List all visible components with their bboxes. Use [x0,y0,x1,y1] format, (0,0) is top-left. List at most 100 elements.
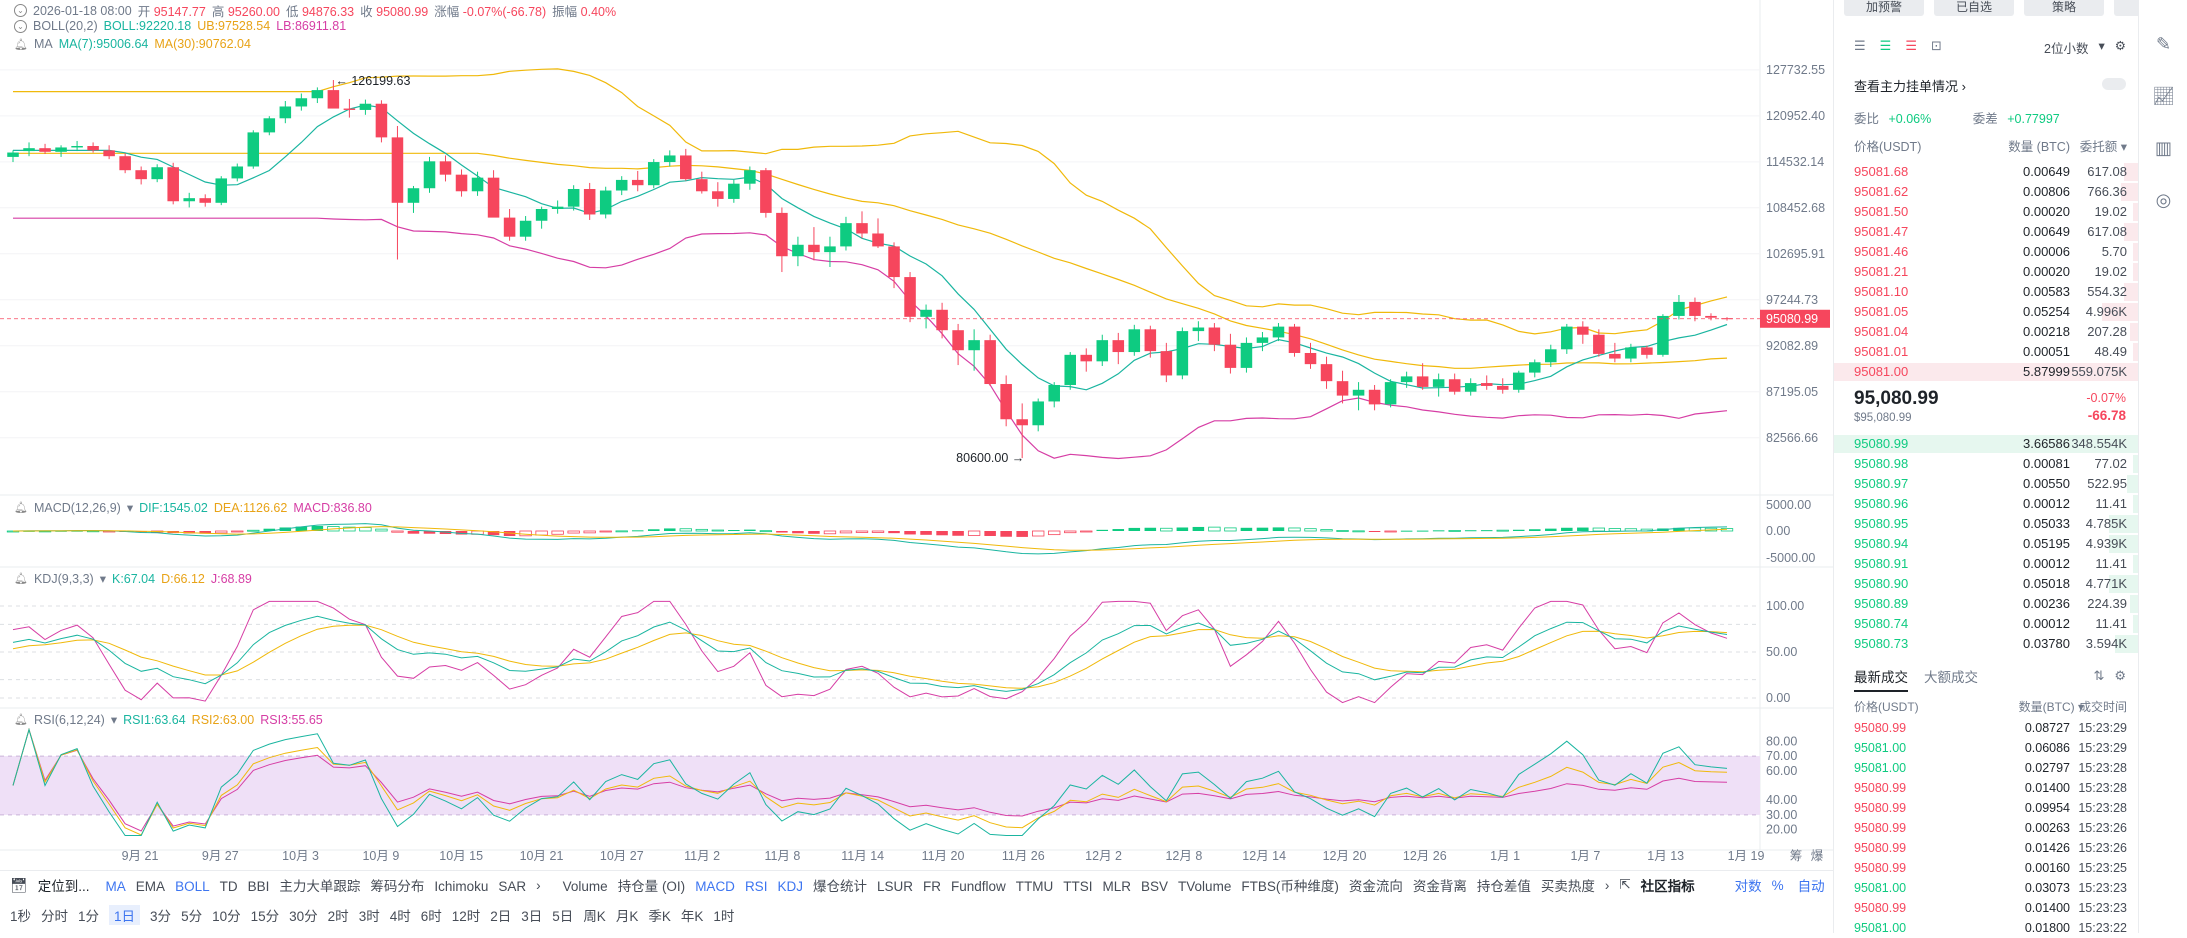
buy-row[interactable]: 95080.95 0.05033 4.785K [1834,514,2139,534]
main-force-link[interactable]: 查看主力挂单情况 › [1854,79,1966,94]
latest-trades-tab[interactable]: 最新成交 [1854,666,1908,692]
community-indicator-button[interactable]: 社区指标 [1640,879,1695,894]
buy-row[interactable]: 95080.94 0.05195 4.939K [1834,534,2139,554]
boll-label[interactable]: BOLL(20,2) [33,19,98,33]
buy-row[interactable]: 95080.89 0.00236 224.39 [1834,594,2139,614]
strategy-button[interactable]: 策略 [2024,0,2104,16]
interval-4[interactable]: 3分 [150,909,172,924]
gauge-icon[interactable]: ◎ [2155,189,2172,210]
dropdown-icon[interactable]: ▾ [126,501,134,515]
chevron-right-icon[interactable]: › [1604,877,1610,893]
indicator-5[interactable]: 主力大单跟踪 [279,879,361,894]
sell-row[interactable]: 95081.21 0.00020 19.02 [1834,262,2139,282]
bell-icon[interactable]: 🔔︎ [14,573,28,585]
interval-12[interactable]: 6时 [420,909,442,924]
sub-indicator-8[interactable]: Fundflow [950,879,1006,894]
interval-2[interactable]: 1分 [78,909,100,924]
interval-21[interactable]: 1时 [713,909,735,924]
sell-row[interactable]: 95081.68 0.00649 617.08 [1834,162,2139,182]
buy-row[interactable]: 95080.74 0.00012 11.41 [1834,614,2139,634]
buy-side-icon[interactable]: ☰ [1879,38,1892,53]
interval-14[interactable]: 2日 [490,909,512,924]
buy-row[interactable]: 95080.96 0.00012 11.41 [1834,494,2139,514]
buy-row[interactable]: 95080.73 0.03780 3.594K [1834,634,2139,654]
interval-16[interactable]: 5日 [552,909,574,924]
chart-area[interactable]: 127732.55 120952.40 114532.14 108452.68 1026… [0,0,1833,870]
chevron-right-icon[interactable]: › [536,877,541,893]
interval-20[interactable]: 年K [680,909,704,924]
sub-indicator-18[interactable]: 买卖热度 [1540,879,1595,894]
macd-label[interactable]: MACD(12,26,9) [33,500,121,515]
sub-indicator-0[interactable]: Volume [562,879,608,894]
sell-row[interactable]: 95081.01 0.00051 48.49 [1834,342,2139,362]
sub-indicator-12[interactable]: BSV [1141,879,1169,894]
interval-17[interactable]: 周K [583,909,606,924]
sell-row[interactable]: 95081.50 0.00020 19.02 [1834,202,2139,222]
interval-8[interactable]: 30分 [289,909,318,924]
both-side-icon[interactable]: ☰ [1854,38,1866,53]
interval-6[interactable]: 10分 [212,909,241,924]
dropdown-icon[interactable]: ▾ [110,713,118,727]
sell-row[interactable]: 95081.47 0.00649 617.08 [1834,222,2139,242]
sub-indicator-13[interactable]: TVolume [1178,879,1232,894]
interval-0[interactable]: 1秒 [10,909,32,924]
settings-icon[interactable]: ⚙ [2114,39,2126,53]
sub-indicator-9[interactable]: TTMU [1015,879,1054,894]
indicator-0[interactable]: MA [105,879,126,894]
sub-indicator-2[interactable]: MACD [695,879,735,894]
indicator-6[interactable]: 筹码分布 [370,879,425,894]
bell-icon[interactable]: 🔔︎ [14,38,28,51]
log-scale-button[interactable]: 对数 [1734,879,1762,894]
settings-icon[interactable]: ⚙ [2114,668,2126,683]
buy-row[interactable]: 95080.99 3.66586 348.554K [1834,434,2139,454]
sub-indicator-4[interactable]: KDJ [777,879,803,894]
indicator-4[interactable]: BBI [247,879,270,894]
percent-scale-button[interactable]: % [1771,877,1784,893]
bar-chart-icon[interactable]: ▥ [2154,137,2172,158]
sub-indicator-6[interactable]: LSUR [876,879,913,894]
watchlist-button[interactable]: 已自选 [1934,0,2014,16]
depth-icon[interactable]: ⊡ [1930,38,1942,53]
interval-10[interactable]: 3时 [358,909,380,924]
bell-icon[interactable]: 🔔︎ [14,714,28,726]
sub-indicator-17[interactable]: 持仓差值 [1476,879,1531,894]
buy-row[interactable]: 95080.97 0.00550 522.95 [1834,474,2139,494]
sell-side-icon[interactable]: ☰ [1905,38,1917,53]
indicator-8[interactable]: SAR [498,879,527,894]
sub-indicator-5[interactable]: 爆仓统计 [812,879,867,894]
filter-icon[interactable]: ⇅ [2093,668,2105,683]
indicator-7[interactable]: Ichimoku [434,879,489,894]
sell-row[interactable]: 95081.10 0.00583 554.32 [1834,282,2139,302]
interval-9[interactable]: 2时 [327,909,349,924]
col-total[interactable]: 委托额 ▾ [2079,140,2127,154]
dropdown-icon[interactable]: ▾ [99,572,106,586]
big-trades-tab[interactable]: 大额成交 [1924,670,1978,685]
sub-indicator-3[interactable]: RSI [744,879,768,894]
interval-13[interactable]: 12时 [451,909,481,924]
sub-indicator-11[interactable]: MLR [1102,879,1132,894]
add-alert-button[interactable]: 加预警 [1844,0,1924,16]
locate-button[interactable]: 定位到... [37,879,90,894]
collapse-icon[interactable]: ⌄ [14,19,27,33]
interval-1[interactable]: 分时 [41,909,69,924]
sell-row[interactable]: 95081.00 5.87999 559.075K [1834,362,2139,382]
ma-label[interactable]: MA [33,37,53,51]
sub-indicator-15[interactable]: 资金流向 [1348,879,1403,894]
sub-indicator-14[interactable]: FTBS(币种维度) [1241,879,1339,894]
kdj-label[interactable]: KDJ(9,3,3) [33,571,94,586]
interval-11[interactable]: 4时 [389,909,411,924]
sell-row[interactable]: 95081.62 0.00806 766.36 [1834,182,2139,202]
edit-icon[interactable]: ✎ [2155,33,2172,54]
sell-row[interactable]: 95081.05 0.05254 4.996K [1834,302,2139,322]
collapse-icon[interactable]: ⌄ [14,4,27,17]
buy-row[interactable]: 95080.98 0.00081 77.02 [1834,454,2139,474]
sub-indicator-1[interactable]: 持仓量 (OI) [617,879,686,894]
interval-3[interactable]: 1日 [109,905,141,925]
buy-row[interactable]: 95080.90 0.05018 4.771K [1834,574,2139,594]
sub-indicator-7[interactable]: FR [922,879,941,894]
kline-chart-svg[interactable]: 127732.55 120952.40 114532.14 108452.68 1026… [0,0,1833,870]
sub-indicator-10[interactable]: TTSI [1063,879,1093,894]
decimal-select[interactable]: 2位小数 ▾ ⚙ [2044,38,2126,57]
bell-icon[interactable]: 🔔︎ [14,502,28,514]
tr-col-qty[interactable]: 数量(BTC) ▾ [2018,700,2084,714]
